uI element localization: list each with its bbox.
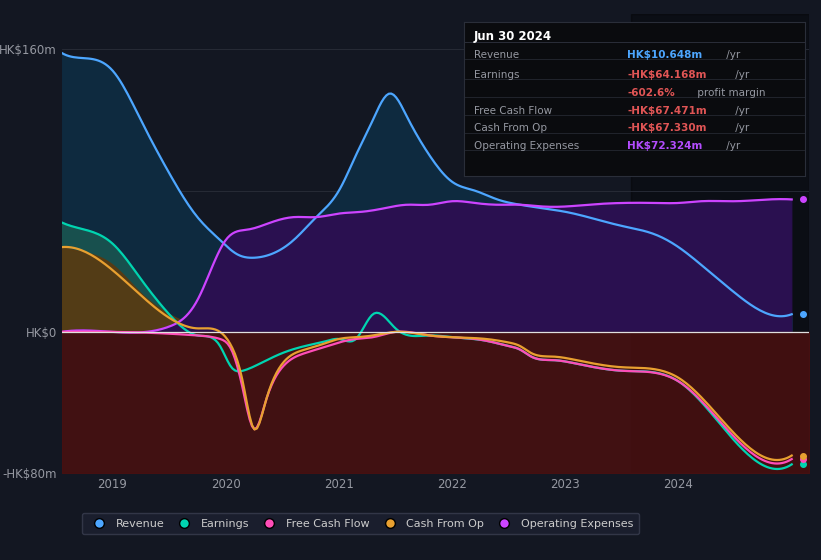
- Text: Earnings: Earnings: [474, 70, 520, 80]
- Text: Cash From Op: Cash From Op: [474, 123, 547, 133]
- Text: /yr: /yr: [722, 141, 740, 151]
- Text: Jun 30 2024: Jun 30 2024: [474, 30, 553, 43]
- Text: -HK$64.168m: -HK$64.168m: [627, 70, 707, 80]
- Text: HK$72.324m: HK$72.324m: [627, 141, 703, 151]
- Text: /yr: /yr: [732, 105, 750, 115]
- Text: Operating Expenses: Operating Expenses: [474, 141, 580, 151]
- Bar: [631, 14, 809, 473]
- Text: /yr: /yr: [722, 50, 740, 60]
- Text: -602.6%: -602.6%: [627, 88, 675, 98]
- Legend: Revenue, Earnings, Free Cash Flow, Cash From Op, Operating Expenses: Revenue, Earnings, Free Cash Flow, Cash …: [82, 513, 639, 534]
- Text: -HK$67.330m: -HK$67.330m: [627, 123, 707, 133]
- Text: /yr: /yr: [732, 70, 750, 80]
- Text: -HK$67.471m: -HK$67.471m: [627, 105, 707, 115]
- Text: Revenue: Revenue: [474, 50, 519, 60]
- Text: profit margin: profit margin: [695, 88, 766, 98]
- Text: HK$10.648m: HK$10.648m: [627, 50, 703, 60]
- Text: Free Cash Flow: Free Cash Flow: [474, 105, 553, 115]
- Text: /yr: /yr: [732, 123, 750, 133]
